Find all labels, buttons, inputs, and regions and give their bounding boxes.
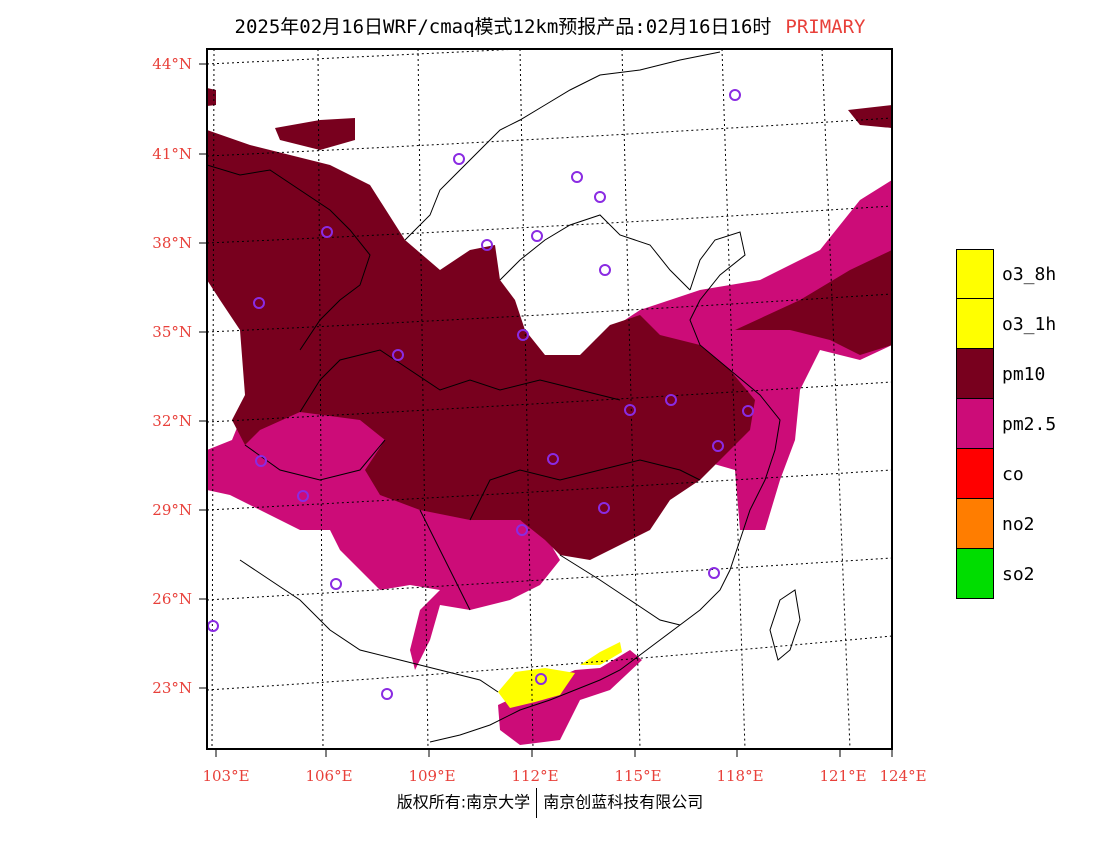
legend-label: o3_8h xyxy=(1002,263,1057,285)
station-marker xyxy=(535,673,547,685)
pm10-region-ne xyxy=(848,105,892,128)
copyright-right: 南京创蓝科技有限公司 xyxy=(543,792,704,812)
legend-swatch xyxy=(956,449,994,499)
legend-item: so2 xyxy=(956,549,1056,599)
station-marker xyxy=(253,297,265,309)
lon-label: 112°E xyxy=(511,767,558,785)
lat-label: 35°N xyxy=(152,323,192,341)
legend-swatch xyxy=(956,349,994,399)
lon-label: 106°E xyxy=(305,767,352,785)
lon-label: 115°E xyxy=(614,767,661,785)
station-marker xyxy=(321,226,333,238)
station-marker xyxy=(624,404,636,416)
lat-label: 41°N xyxy=(152,145,192,163)
map-title: 2025年02月16日WRF/cmaq模式12km预报产品:02月16日16时 P… xyxy=(0,12,1100,39)
boundaries xyxy=(207,51,801,743)
o3-region-small xyxy=(580,642,622,665)
graticule xyxy=(207,49,892,749)
legend-label: so2 xyxy=(1002,563,1035,585)
station-marker xyxy=(255,455,267,467)
legend-item: pm2.5 xyxy=(956,399,1056,449)
lat-label: 44°N xyxy=(152,55,192,73)
legend-label: pm2.5 xyxy=(1002,413,1057,435)
lon-label: 121°E xyxy=(819,767,866,785)
pollutant-legend: o3_8h o3_1h pm10 pm2.5 co no2 so2 xyxy=(956,249,1056,599)
pollution-layer xyxy=(207,88,892,745)
station-marker xyxy=(381,688,393,700)
lat-label: 26°N xyxy=(152,590,192,608)
pm25-region-coast xyxy=(498,650,642,745)
o3-region xyxy=(498,668,575,708)
station-marker xyxy=(594,191,606,203)
lon-label: 109°E xyxy=(408,767,455,785)
legend-label: o3_1h xyxy=(1002,313,1057,335)
lon-label: 124°E xyxy=(879,767,926,785)
legend-item: co xyxy=(956,449,1056,499)
station-marker xyxy=(712,440,724,452)
title-text: 2025年02月16日WRF/cmaq模式12km预报产品:02月16日16时 xyxy=(234,16,772,38)
lat-label: 29°N xyxy=(152,501,192,519)
longitude-labels: 103°E 106°E 109°E 112°E 115°E 118°E 121°… xyxy=(202,767,926,785)
legend-swatch xyxy=(956,249,994,299)
legend-item: pm10 xyxy=(956,349,1056,399)
station-marker xyxy=(742,405,754,417)
lon-label: 103°E xyxy=(202,767,249,785)
legend-swatch xyxy=(956,549,994,599)
legend-label: pm10 xyxy=(1002,363,1046,385)
station-marker xyxy=(598,502,610,514)
legend-item: o3_8h xyxy=(956,249,1056,299)
station-marker xyxy=(207,620,219,632)
legend-swatch xyxy=(956,399,994,449)
station-marker xyxy=(531,230,543,242)
legend-swatch xyxy=(956,499,994,549)
pm10-region-north xyxy=(275,118,355,150)
pm10-region-east-belt xyxy=(735,250,892,355)
lat-label: 23°N xyxy=(152,679,192,697)
station-marker xyxy=(453,153,465,165)
lon-label: 118°E xyxy=(716,767,763,785)
station-marker xyxy=(571,171,583,183)
station-marker xyxy=(297,490,309,502)
copyright-footer: 版权所有:南京大学 南京创蓝科技有限公司 xyxy=(0,788,1100,818)
primary-tag: PRIMARY xyxy=(785,16,866,38)
tick-marks xyxy=(199,63,893,757)
latitude-labels: 44°N 41°N 38°N 35°N 32°N 29°N 26°N 23°N xyxy=(152,55,192,697)
station-marker xyxy=(547,453,559,465)
station-marker xyxy=(665,394,677,406)
station-marker xyxy=(517,329,529,341)
pm25-region-south xyxy=(207,400,560,670)
station-marker xyxy=(516,524,528,536)
station-marker xyxy=(729,89,741,101)
copyright-left: 版权所有:南京大学 xyxy=(396,792,531,812)
footer-separator xyxy=(536,788,538,818)
legend-item: o3_1h xyxy=(956,299,1056,349)
legend-swatch xyxy=(956,299,994,349)
station-marker xyxy=(708,567,720,579)
stations xyxy=(207,89,754,700)
lat-label: 32°N xyxy=(152,412,192,430)
station-marker xyxy=(481,239,493,251)
lat-label: 38°N xyxy=(152,234,192,252)
legend-item: no2 xyxy=(956,499,1056,549)
station-marker xyxy=(599,264,611,276)
legend-label: no2 xyxy=(1002,513,1035,535)
map-frame xyxy=(206,48,893,750)
pm10-region-nw xyxy=(207,88,216,106)
station-marker xyxy=(392,349,404,361)
pm10-region-main xyxy=(207,130,755,560)
legend-label: co xyxy=(1002,463,1024,485)
station-marker xyxy=(330,578,342,590)
